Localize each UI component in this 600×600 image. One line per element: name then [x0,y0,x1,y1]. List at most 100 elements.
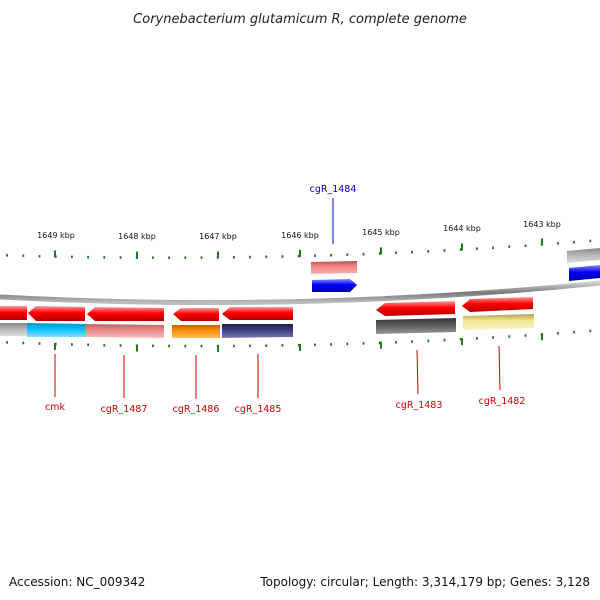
footer-accession: Accession: NC_009342 [9,575,145,589]
scale-tick [6,341,8,344]
scale-tick [297,254,300,258]
scale-label-1648: 1648 kbp [118,232,156,241]
gene-cmk-arrow[interactable] [28,306,85,321]
scale-tick [524,244,527,247]
scale-tick [119,256,122,259]
scale-label-1643: 1643 kbp [523,220,561,229]
reverse-strand-annotations [0,314,534,338]
scale-major-tick [541,333,543,341]
label-cgR-1482[interactable]: cgR_1482 [479,396,526,407]
scale-tick [508,335,511,338]
leader-cgR-1482 [498,345,501,391]
gene-cgR-1487-arrow[interactable] [87,307,164,321]
scale-tick [103,343,106,347]
annotation-cgR-1483[interactable] [376,318,456,334]
annotation-cgR-1486[interactable] [172,325,220,338]
footer-topology: Topology: circular; Length: 3,314,179 bp… [259,575,590,589]
annotation-gray-left[interactable] [0,323,27,336]
scale-tick [508,245,511,248]
gene-left-edge-arrow[interactable] [0,306,27,320]
genome-backbone [0,280,600,306]
scale-tick [459,248,462,251]
gene-cgR-1484[interactable] [312,279,357,292]
scale-tick [152,256,154,259]
scale-major-tick [217,345,219,352]
annotation-cgR-1485[interactable] [222,324,293,338]
scale-tick [200,344,203,348]
label-cmk[interactable]: cmk [45,402,65,413]
scale-tick [184,344,187,348]
scale-tick [573,330,575,334]
upper-scale-labels: 1649 kbp 1648 kbp 1647 kbp 1646 kbp 1645… [37,220,561,241]
gene-blue-right[interactable] [569,265,600,281]
scale-label-1646: 1646 kbp [281,231,319,240]
gene-gray-right-upper[interactable] [567,248,600,263]
label-cgR-1484[interactable]: cgR_1484 [310,184,357,195]
annotation-cgR-1482[interactable] [463,314,534,330]
scale-tick [71,255,73,259]
scale-tick [168,256,170,260]
scale-tick [249,344,251,348]
annotation-cmk[interactable] [27,323,85,337]
scale-tick [38,254,41,258]
scale-tick [378,341,381,345]
annotation-cgR-1487[interactable] [85,324,164,338]
forward-strand-features [311,248,600,292]
scale-major-tick [136,251,138,259]
gene-cgR-1486-arrow[interactable] [173,308,219,321]
scale-tick [314,254,316,257]
scale-tick [6,254,8,257]
reverse-strand-features [0,297,533,321]
gene-cgR-1485-arrow[interactable] [222,307,293,320]
scale-tick [297,343,300,347]
scale-tick [314,343,316,347]
scale-tick [589,329,592,333]
scale-tick [476,337,478,340]
scale-tick [411,340,413,343]
scale-tick [476,247,478,250]
scale-tick [281,344,284,347]
scale-tick [427,250,430,253]
scale-tick [346,342,349,346]
scale-tick [557,242,559,245]
scale-tick [443,249,446,252]
scale-major-tick [136,344,138,352]
scale-major-tick [54,342,56,350]
scale-tick [22,341,25,345]
scale-tick [265,344,268,347]
gene-cgR-1483-arrow[interactable] [376,301,455,316]
gene-cgR-1482-arrow[interactable] [462,297,533,312]
map-title: Corynebacterium glutamicum R, complete g… [133,12,467,27]
label-cgR-1486[interactable]: cgR_1486 [173,404,220,415]
scale-tick [378,252,381,255]
scale-tick [589,239,592,243]
scale-tick [346,253,349,256]
scale-label-1649: 1649 kbp [37,231,75,240]
label-cgR-1485[interactable]: cgR_1485 [235,404,282,415]
scale-major-tick [380,247,382,255]
label-cgR-1487[interactable]: cgR_1487 [101,404,148,415]
scale-label-1644: 1644 kbp [443,224,481,233]
label-cgR-1483[interactable]: cgR_1483 [396,400,443,411]
scale-tick [200,256,203,259]
scale-tick [152,344,154,348]
scale-tick [168,344,170,348]
upper-scale [6,238,592,260]
scale-tick [330,253,332,257]
scale-tick [362,342,365,345]
scale-label-1645: 1645 kbp [362,228,400,237]
gene-labels: cgR_1484 cmk cgR_1487 cgR_1486 cgR_1485 … [45,184,525,415]
scale-tick [103,256,106,259]
scale-major-tick [461,338,463,346]
scale-tick [411,250,413,254]
scale-tick [184,256,187,259]
scale-major-tick [299,250,301,257]
gene-cgR-1484-annotation[interactable] [311,261,357,274]
scale-tick [492,246,494,250]
scale-major-tick [217,251,219,259]
scale-tick [249,255,251,259]
scale-tick [443,338,446,342]
lower-scale [6,329,592,352]
scale-label-1647: 1647 kbp [199,232,237,241]
